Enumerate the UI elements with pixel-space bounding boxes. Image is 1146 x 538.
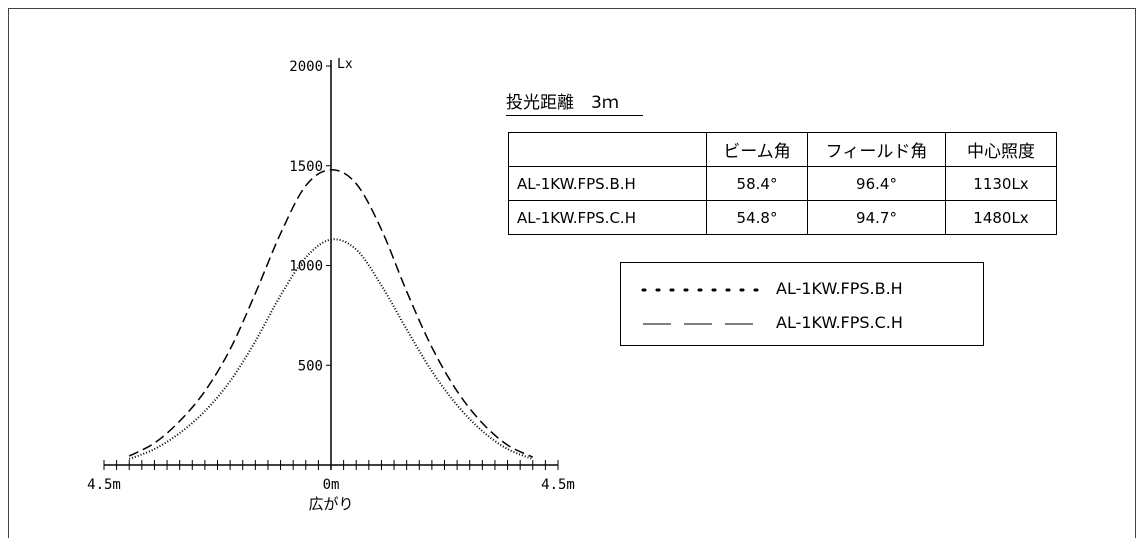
- spec-header-beam-angle: ビーム角: [706, 132, 808, 167]
- spec-header-blank: [508, 132, 707, 167]
- legend-label: AL-1KW.FPS.C.H: [776, 313, 903, 332]
- y-tick-label: 500: [298, 358, 323, 374]
- x-axis-label: 広がり: [308, 495, 353, 513]
- illuminance-chart: 500 1000 1500 2000 Lx 4.5m 0m 4.5m 広がり: [87, 57, 575, 513]
- legend-item-c: AL-1KW.FPS.C.H: [621, 311, 983, 337]
- spec-cell-beam-angle: 54.8°: [706, 200, 808, 235]
- spec-cell-field-angle: 96.4°: [807, 166, 946, 201]
- y-tick-label: 2000: [289, 59, 323, 75]
- y-tick-label: 1500: [289, 159, 323, 175]
- x-tick-label: 0m: [323, 477, 340, 493]
- distance-title: 投光距離 3ｍ: [506, 88, 643, 116]
- chart-legend: AL-1KW.FPS.B.H AL-1KW.FPS.C.H: [620, 262, 984, 346]
- series-line-dashed: [128, 168, 534, 458]
- spec-cell-center-illuminance: 1480Lx: [945, 200, 1057, 235]
- spec-cell-center-illuminance: 1130Lx: [945, 166, 1057, 201]
- spec-header-center-illuminance: 中心照度: [945, 132, 1057, 167]
- x-tick-label: 4.5m: [541, 477, 575, 493]
- y-tick-label: 1000: [289, 259, 323, 275]
- dotted-line-swatch: [641, 288, 761, 292]
- legend-item-b: AL-1KW.FPS.B.H: [621, 277, 983, 303]
- spec-cell-model: AL-1KW.FPS.B.H: [508, 166, 707, 201]
- table-row: AL-1KW.FPS.C.H 54.8° 94.7° 1480Lx: [508, 200, 1057, 235]
- spec-header-field-angle: フィールド角: [807, 132, 946, 167]
- spec-header-row: ビーム角 フィールド角 中心照度: [508, 132, 1057, 167]
- spec-cell-field-angle: 94.7°: [807, 200, 946, 235]
- spec-cell-model: AL-1KW.FPS.C.H: [508, 200, 707, 235]
- dashed-line-swatch: [643, 323, 759, 325]
- series-line-dotted: [128, 238, 534, 460]
- y-axis-label: Lx: [337, 57, 353, 72]
- spec-cell-beam-angle: 58.4°: [706, 166, 808, 201]
- spec-table: ビーム角 フィールド角 中心照度 AL-1KW.FPS.B.H 58.4° 96…: [508, 132, 1057, 235]
- table-row: AL-1KW.FPS.B.H 58.4° 96.4° 1130Lx: [508, 166, 1057, 201]
- x-tick-label: 4.5m: [87, 477, 121, 493]
- legend-label: AL-1KW.FPS.B.H: [776, 279, 903, 298]
- figure-frame: [8, 8, 1136, 538]
